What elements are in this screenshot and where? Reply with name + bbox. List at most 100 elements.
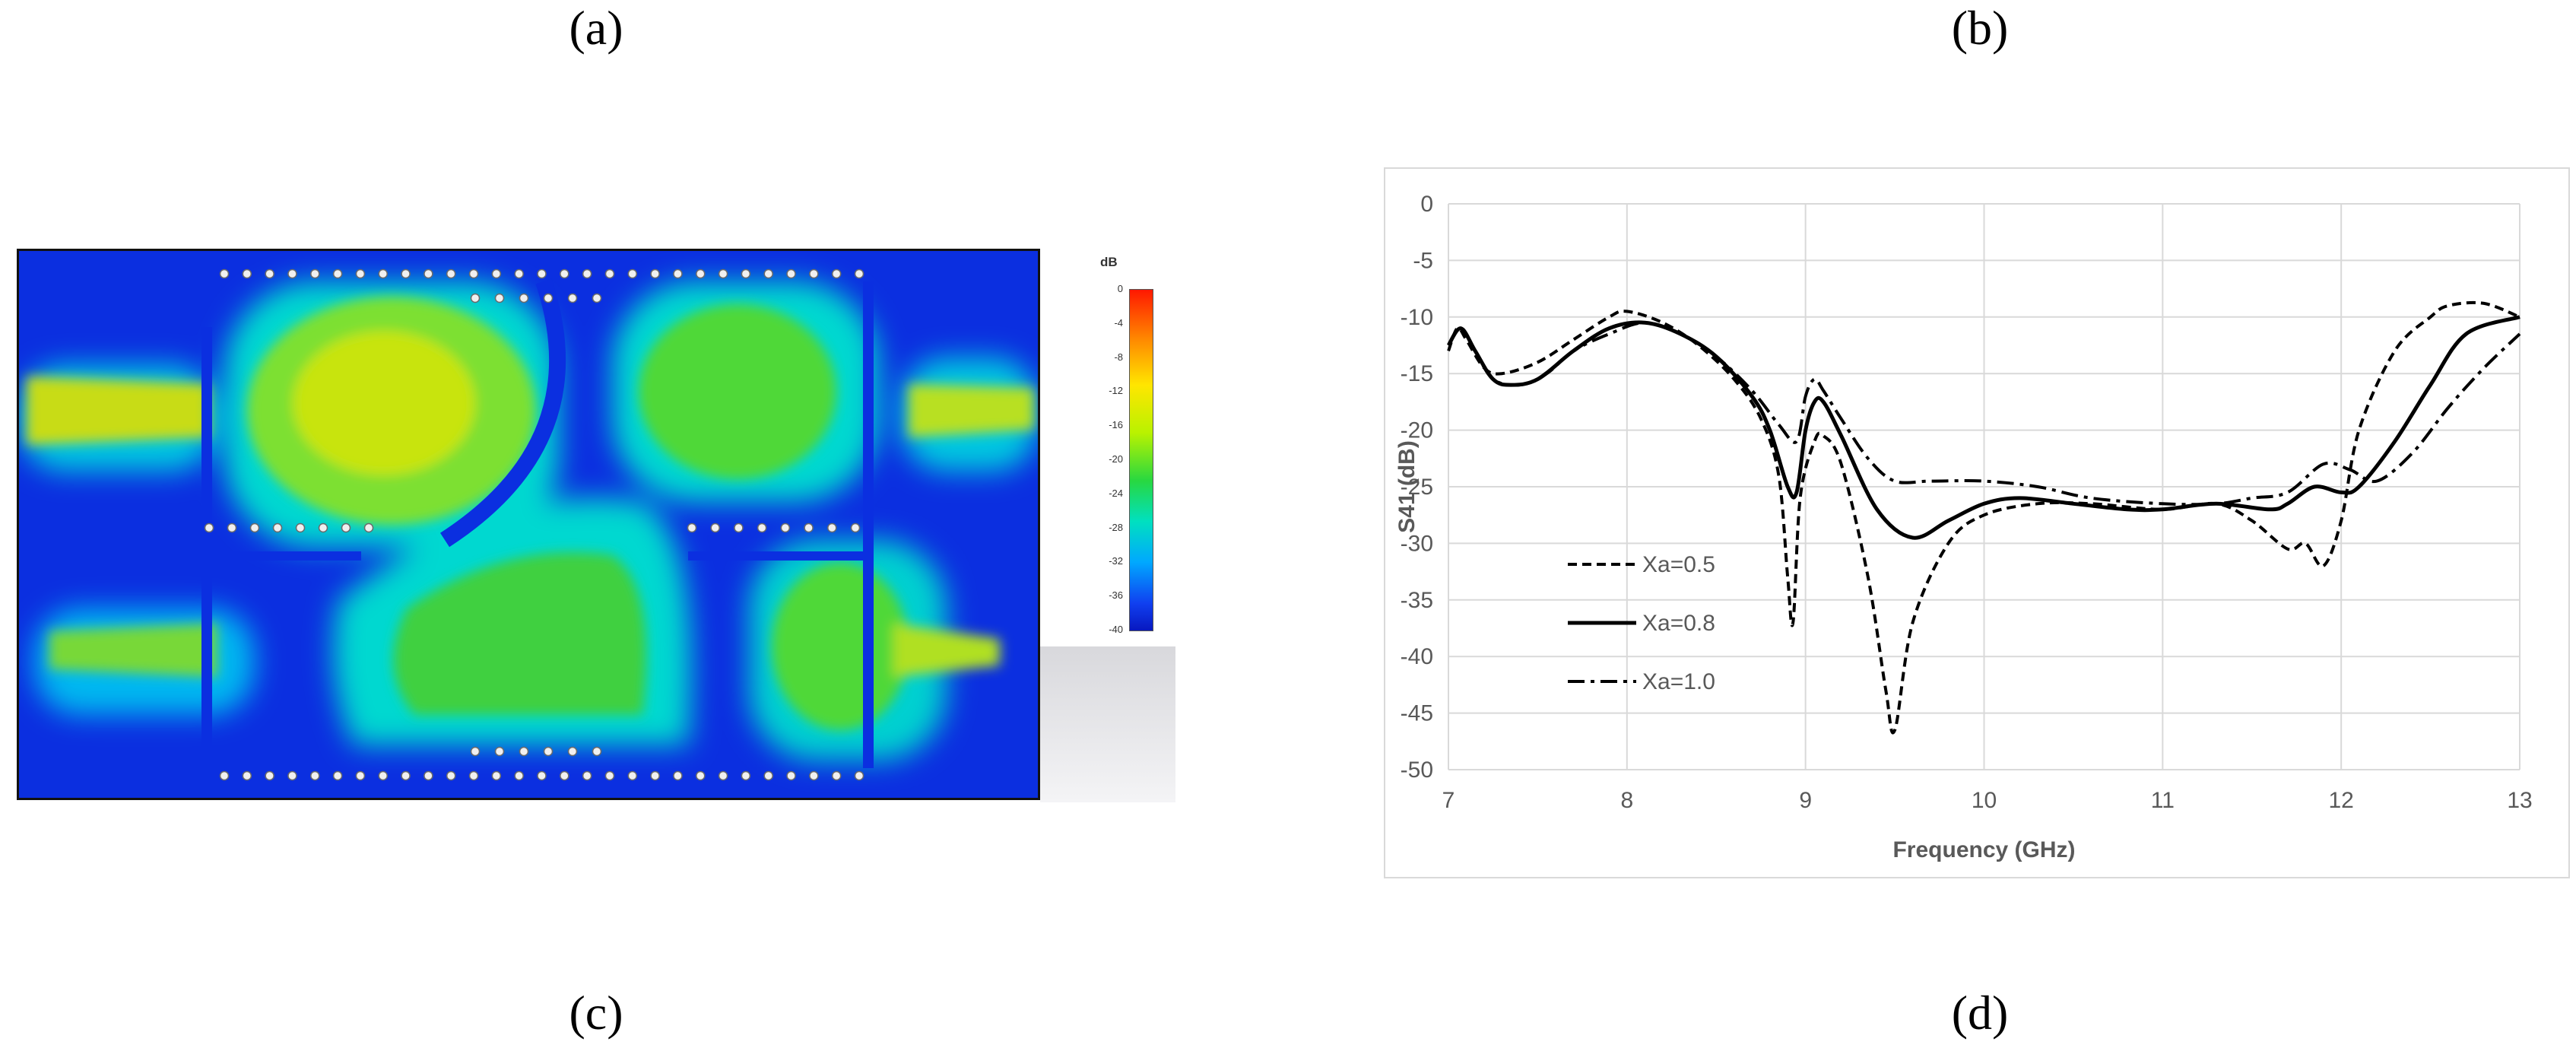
via-36 — [227, 522, 237, 533]
x-tick-label-3: 10 — [1972, 788, 1997, 813]
y-tick-label-9: -45 — [1401, 701, 1433, 726]
via-33 — [567, 293, 578, 303]
panel-label-b: (b) — [1951, 1, 2009, 55]
colorbar-tick-2: -8 — [1114, 351, 1123, 363]
via-67 — [446, 770, 456, 781]
s41-line-chart: 0 -5 -10 -15 -20 -25 -30 -35 -40 -45 -50 7 8 9 10 11 12 1… — [1384, 167, 2570, 878]
via-28 — [854, 268, 864, 279]
via-5 — [332, 268, 343, 279]
via-68 — [468, 770, 479, 781]
colorbar-tick-10: -40 — [1109, 624, 1123, 635]
via-11 — [468, 268, 479, 279]
via-41 — [341, 522, 351, 533]
via-19 — [650, 268, 660, 279]
x-tick-label-5: 12 — [2328, 788, 2353, 813]
via-51 — [470, 746, 481, 757]
via-66 — [424, 770, 433, 781]
panel-label-a: (a) — [569, 1, 623, 55]
colorbar-tick-4: -16 — [1109, 419, 1123, 431]
via-84 — [831, 770, 842, 781]
colorbar-tick-6: -24 — [1109, 487, 1123, 499]
x-tick-label-4: 11 — [2151, 788, 2175, 813]
via-14 — [537, 268, 547, 279]
via-54 — [543, 746, 554, 757]
y-tick-label-7: -35 — [1401, 588, 1433, 613]
chart-svg: 0 -5 -10 -15 -20 -25 -30 -35 -40 -45 -50 7 8 9 10 11 12 1… — [1394, 192, 2533, 862]
via-45 — [734, 522, 744, 533]
via-13 — [514, 268, 524, 279]
via-69 — [491, 770, 502, 781]
legend-label-2: Xa=1.0 — [1642, 669, 1715, 694]
via-34 — [592, 293, 602, 303]
via-0 — [219, 268, 230, 279]
via-44 — [710, 522, 720, 533]
via-26 — [809, 268, 819, 279]
via-40 — [318, 522, 328, 533]
via-80 — [741, 770, 751, 781]
via-49 — [827, 522, 837, 533]
via-83 — [809, 770, 819, 781]
via-78 — [696, 770, 706, 781]
via-39 — [295, 522, 306, 533]
via-61 — [310, 770, 320, 781]
panel-label-c: (c) — [569, 986, 623, 1040]
via-82 — [786, 770, 796, 781]
via-58 — [242, 770, 252, 781]
colorbar-background-block — [1040, 646, 1175, 802]
via-20 — [673, 268, 683, 279]
colorbar: dB 0 -4 -8 -12 -16 -20 -24 -28 -32 -36 -40 — [1083, 251, 1198, 646]
via-77 — [673, 770, 683, 781]
legend-label-1: Xa=0.8 — [1642, 611, 1715, 636]
via-73 — [582, 770, 592, 781]
series-line-1 — [1446, 315, 2520, 540]
colorbar-tick-9: -36 — [1109, 589, 1123, 602]
via-8 — [401, 268, 411, 279]
via-43 — [687, 522, 697, 533]
via-7 — [378, 268, 388, 279]
via-29 — [470, 293, 481, 303]
y-tick-label-6: -30 — [1401, 531, 1433, 556]
via-71 — [537, 770, 547, 781]
via-30 — [494, 293, 505, 303]
x-tick-label-2: 9 — [1799, 788, 1812, 813]
via-81 — [763, 770, 773, 781]
boundary-strip-mid-left — [209, 551, 361, 561]
via-15 — [560, 268, 569, 279]
via-52 — [494, 746, 505, 757]
boundary-strip-left — [201, 327, 212, 783]
colorbar-tick-5: -20 — [1109, 453, 1123, 465]
via-62 — [332, 770, 343, 781]
via-4 — [310, 268, 320, 279]
via-10 — [446, 268, 456, 279]
colorbar-tick-8: -32 — [1109, 555, 1123, 567]
colorbar-tick-7: -28 — [1109, 521, 1123, 533]
via-59 — [265, 770, 274, 781]
via-64 — [378, 770, 388, 781]
via-21 — [696, 268, 706, 279]
via-75 — [627, 770, 638, 781]
via-22 — [718, 268, 728, 279]
field-core-layer — [27, 297, 1034, 730]
y-axis-title: S41 (dB) — [1394, 440, 1420, 533]
via-25 — [786, 268, 796, 279]
via-76 — [650, 770, 660, 781]
via-23 — [741, 268, 751, 279]
y-tick-label-1: -5 — [1413, 248, 1433, 273]
via-17 — [604, 268, 615, 279]
via-rows — [204, 268, 864, 781]
via-65 — [401, 770, 411, 781]
via-72 — [560, 770, 569, 781]
via-74 — [604, 770, 615, 781]
via-48 — [804, 522, 814, 533]
via-6 — [355, 268, 366, 279]
via-37 — [249, 522, 260, 533]
via-55 — [567, 746, 578, 757]
series-line-0 — [1447, 300, 2520, 735]
legend-label-0: Xa=0.5 — [1642, 552, 1715, 577]
via-57 — [219, 770, 230, 781]
colorbar-tick-3: -12 — [1109, 385, 1123, 397]
x-axis-title: Frequency (GHz) — [1892, 837, 2075, 862]
via-79 — [718, 770, 728, 781]
via-46 — [757, 522, 767, 533]
colorbar-unit: dB — [1100, 255, 1118, 269]
